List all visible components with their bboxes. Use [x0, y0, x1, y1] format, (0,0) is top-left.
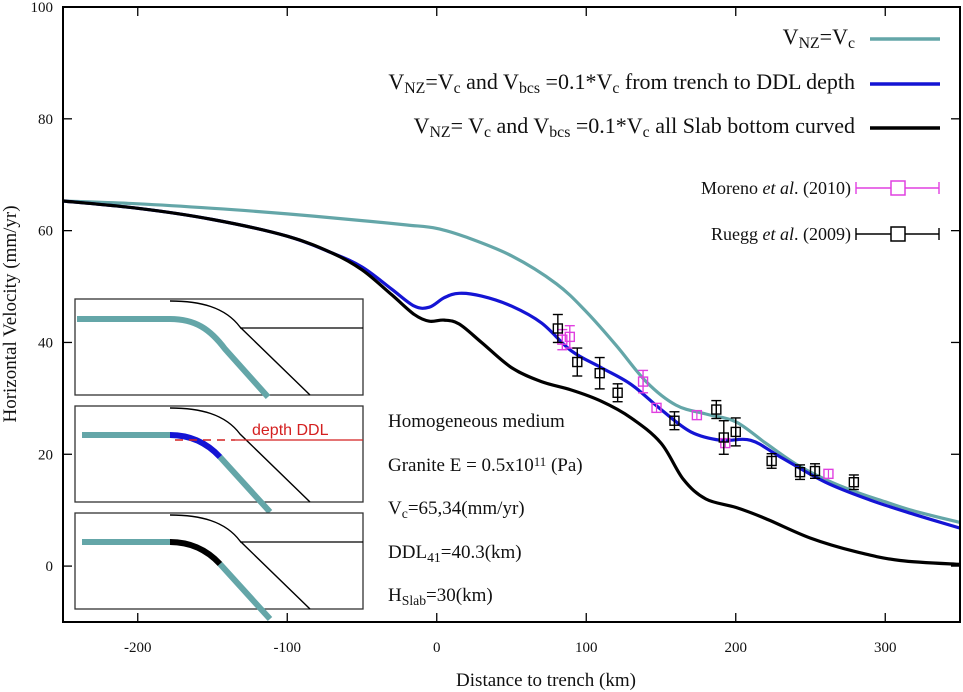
y-tick-label: 40: [38, 335, 53, 351]
inset-panel-2: depth DDL: [74, 405, 364, 515]
x-tick-label: -200: [124, 640, 152, 656]
moreno-2010-point: [720, 437, 731, 449]
slab-dip-segment: [217, 454, 273, 515]
ruegg-2009-point: [766, 453, 777, 469]
x-tick-label: 300: [874, 640, 897, 656]
series-vnz-vc-line: [62, 199, 961, 525]
x-tick-label: -100: [274, 640, 302, 656]
annotation-ddl: DDL41=40.3(km): [388, 542, 522, 565]
ruegg-2009-point: [730, 417, 741, 447]
y-tick-label: 0: [46, 559, 54, 575]
legend-marker: [890, 180, 906, 196]
ruegg-2009-point: [794, 464, 806, 481]
legend-marker: [890, 226, 906, 242]
legend-entry-ddl-coupling: VNZ=Vc and Vbcs =0.1*Vc from trench to D…: [388, 69, 940, 97]
slab-geometry-insets: depth DDL: [74, 298, 364, 622]
axes: -200 -100 0 100 200 300 0 20 40 60 80 100: [31, 0, 961, 656]
ruegg-2009-point: [711, 399, 722, 420]
annotation-hslab: HSlab=30(km): [388, 585, 493, 608]
slab-highlight-segment: [169, 432, 223, 460]
legend-label: Moreno et al. (2010): [701, 178, 851, 199]
upper-plate-line: [169, 407, 311, 503]
x-tick-label: 200: [725, 640, 748, 656]
ruegg-2009-point: [572, 347, 583, 377]
moreno-2010-point: [691, 409, 703, 421]
ruegg-2009-point: [669, 411, 680, 431]
slab-line: [77, 316, 271, 400]
inset-panel-3: [74, 512, 364, 622]
ruegg-2009-point: [809, 463, 821, 480]
moreno-2010-point: [637, 369, 649, 394]
legend-label: Ruegg et al. (2009): [711, 224, 851, 245]
series-slab-bottom-curved-line: [62, 199, 961, 566]
legend: VNZ=Vc VNZ=Vc and Vbcs =0.1*Vc from trenc…: [388, 24, 940, 245]
moreno-2010-point: [823, 468, 834, 480]
y-tick-label: 80: [38, 112, 53, 128]
ruegg-2009-point: [552, 313, 564, 344]
ruegg-2009-point: [718, 420, 729, 455]
y-tick-label: 20: [38, 447, 53, 463]
slab-highlight-segment: [169, 539, 223, 567]
legend-label: VNZ= Vc and Vbcs =0.1*Vc all Slab bottom…: [414, 113, 855, 141]
x-tick-label: 100: [575, 640, 598, 656]
x-axis-title: Distance to trench (km): [456, 670, 636, 691]
inset-panel-1: [74, 298, 364, 400]
y-axis-title: Horizontal Velocity (mm/yr): [0, 205, 21, 422]
inset-frame: [74, 298, 364, 396]
legend-entry-slab-bottom-curved: VNZ= Vc and Vbcs =0.1*Vc all Slab bottom…: [414, 113, 940, 141]
plot-frame: [62, 6, 961, 623]
annotation-granite: Granite E = 0.5x1011 (Pa): [388, 454, 583, 476]
ruegg-2009-point: [612, 383, 623, 403]
ruegg-2009-point: [594, 356, 605, 390]
parameter-annotations: Homogeneous medium Granite E = 0.5x1011 (…: [388, 411, 583, 608]
legend-label: VNZ=Vc and Vbcs =0.1*Vc from trench to D…: [388, 69, 855, 97]
moreno-2010-point: [651, 402, 662, 414]
legend-entry-ruegg-2009: Ruegg et al. (2009): [711, 224, 940, 245]
legend-entry-moreno-2010: Moreno et al. (2010): [701, 178, 940, 199]
y-tick-label: 60: [38, 224, 53, 240]
upper-plate-line: [169, 300, 311, 396]
ddl-depth-label: depth DDL: [252, 422, 329, 439]
annotation-vc: Vc=65,34(mm/yr): [388, 498, 525, 521]
x-tick-label: 0: [433, 640, 441, 656]
slab-dip-segment: [217, 561, 273, 622]
y-tick-label: 100: [31, 0, 54, 16]
observation-layer: [552, 313, 860, 491]
legend-label: VNZ=Vc: [783, 24, 855, 52]
ruegg-2009-point: [848, 474, 860, 491]
legend-entry-vnz-vc: VNZ=Vc: [783, 24, 940, 52]
annotation-medium: Homogeneous medium: [388, 411, 565, 432]
upper-plate-line: [169, 514, 311, 610]
